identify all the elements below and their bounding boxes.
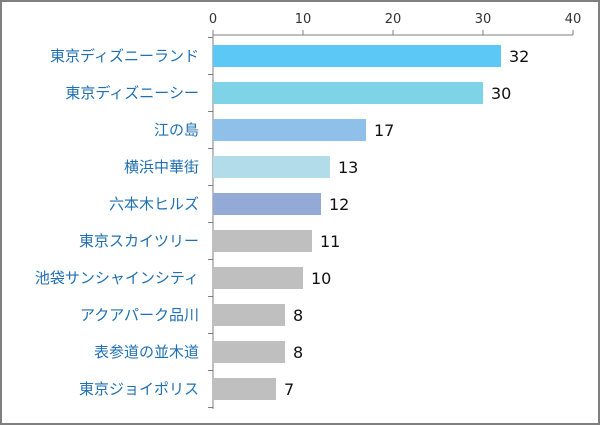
data-label: 11 (320, 232, 340, 251)
x-tick-label: 20 (385, 12, 402, 27)
data-label: 30 (491, 84, 511, 103)
category-label: 池袋サンシャインシティ (35, 269, 199, 287)
bar (213, 267, 303, 289)
category-label: 江の島 (154, 121, 199, 139)
data-label: 13 (338, 158, 358, 177)
bar (213, 230, 312, 252)
category-label: アクアパーク品川 (80, 306, 199, 324)
data-label: 7 (284, 380, 294, 399)
category-label: 東京スカイツリー (79, 232, 199, 250)
category-label: 東京ジョイポリス (79, 380, 199, 398)
x-tick-label: 10 (295, 12, 312, 27)
bar (213, 119, 366, 141)
category-label: 六本木ヒルズ (109, 195, 199, 213)
data-label: 10 (311, 269, 331, 288)
data-label: 12 (329, 195, 349, 214)
bar (213, 193, 321, 215)
category-label: 東京ディズニーランド (50, 47, 199, 65)
bar (213, 82, 483, 104)
bar (213, 304, 285, 326)
data-label: 8 (293, 343, 303, 362)
x-tick-label: 30 (475, 12, 492, 27)
category-label: 東京ディズニーシー (65, 84, 199, 102)
bar (213, 341, 285, 363)
data-label: 17 (374, 121, 394, 140)
bar (213, 378, 276, 400)
x-tick-label: 0 (209, 12, 217, 27)
bar (213, 45, 501, 67)
data-label: 8 (293, 306, 303, 325)
category-label: 表参道の並木道 (94, 343, 199, 361)
bar (213, 156, 330, 178)
data-label: 32 (509, 47, 529, 66)
x-tick-label: 40 (565, 12, 582, 27)
category-label: 横浜中華街 (124, 158, 199, 176)
